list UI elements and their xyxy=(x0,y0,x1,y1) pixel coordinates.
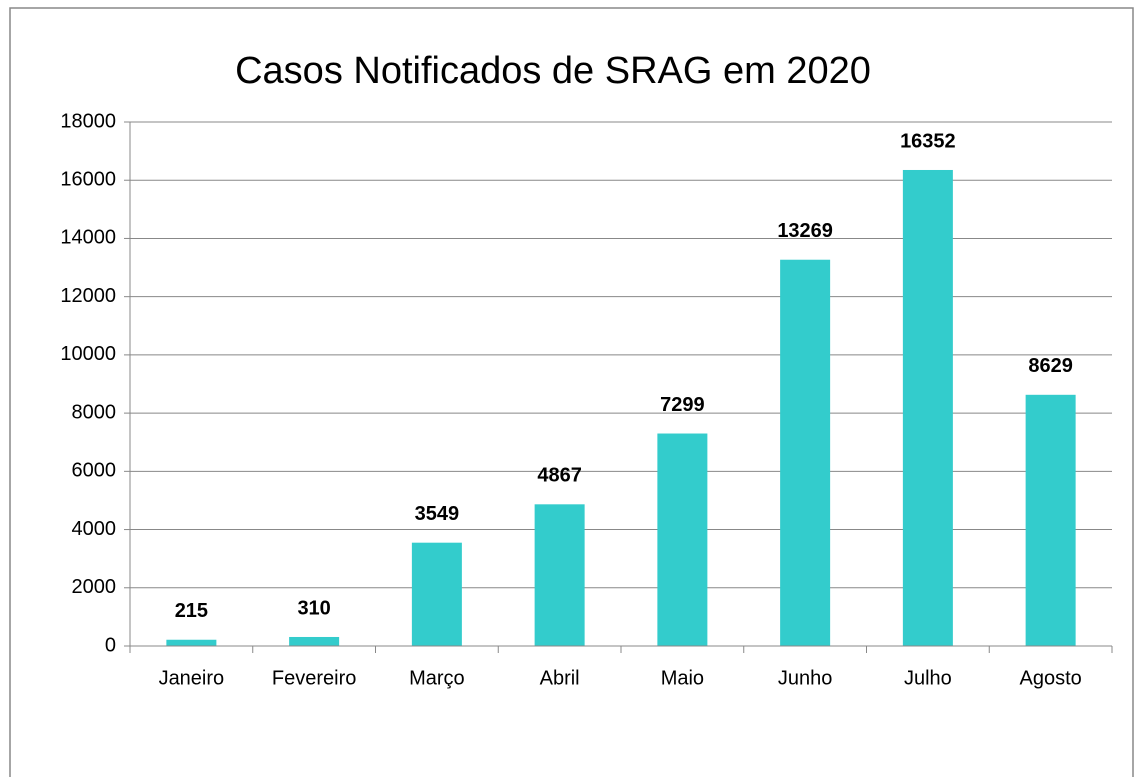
y-tick-label: 8000 xyxy=(72,401,117,423)
value-label: 3549 xyxy=(415,503,460,525)
value-label: 310 xyxy=(297,597,330,619)
x-tick-label: Janeiro xyxy=(159,667,225,689)
y-tick-label: 10000 xyxy=(60,343,116,365)
y-tick-label: 18000 xyxy=(60,110,116,132)
x-tick-label: Março xyxy=(409,667,465,689)
y-tick-label: 2000 xyxy=(72,576,117,598)
value-label: 215 xyxy=(175,600,208,622)
value-label: 7299 xyxy=(660,394,705,416)
chart-frame xyxy=(9,7,1134,777)
y-tick-label: 0 xyxy=(105,634,116,656)
value-label: 13269 xyxy=(777,220,833,242)
bar xyxy=(289,636,340,646)
y-tick-label: 4000 xyxy=(72,518,117,540)
bar xyxy=(1025,394,1076,646)
value-label: 4867 xyxy=(537,465,582,487)
bar xyxy=(902,169,953,647)
bar xyxy=(657,433,708,646)
bar xyxy=(780,259,831,646)
y-tick-label: 14000 xyxy=(60,227,116,249)
bar xyxy=(166,639,217,646)
x-tick-label: Abril xyxy=(540,667,580,689)
x-tick-label: Maio xyxy=(661,667,704,689)
value-label: 16352 xyxy=(900,130,956,152)
bar xyxy=(534,504,585,646)
value-label: 8629 xyxy=(1028,355,1073,377)
bar xyxy=(411,542,462,646)
x-tick-label: Fevereiro xyxy=(272,667,356,689)
x-tick-label: Junho xyxy=(778,667,833,689)
chart-title: Casos Notificados de SRAG em 2020 xyxy=(235,50,871,92)
x-tick-label: Julho xyxy=(904,667,952,689)
y-tick-label: 12000 xyxy=(60,285,116,307)
x-tick-label: Agosto xyxy=(1019,667,1081,689)
y-tick-label: 6000 xyxy=(72,460,117,482)
y-tick-label: 16000 xyxy=(60,169,116,191)
